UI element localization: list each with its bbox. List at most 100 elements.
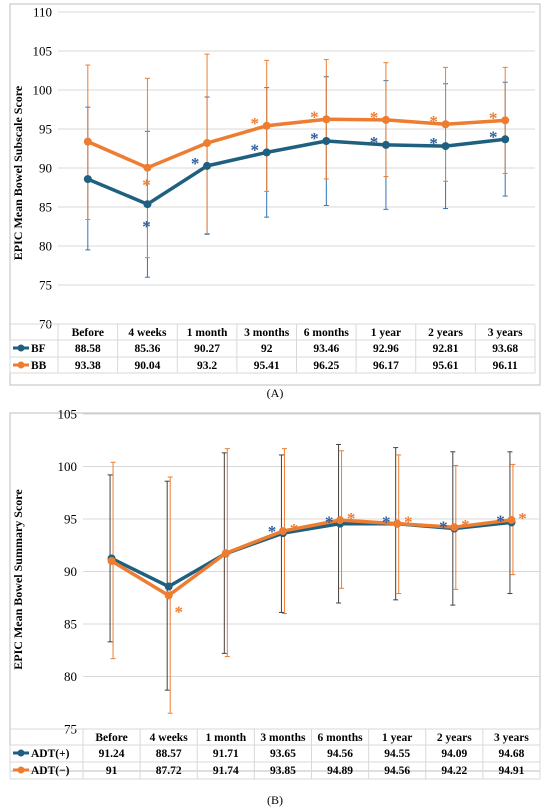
significance-star: *: [382, 513, 391, 532]
legend-swatch-marker: [17, 749, 25, 757]
data-point: [203, 139, 212, 148]
legend-swatch-marker: [17, 344, 25, 352]
significance-star: *: [429, 134, 438, 153]
x-tick-label: 2 years: [428, 327, 463, 339]
table-cell-value: 94.22: [441, 765, 467, 777]
table-cell-value: 91.24: [99, 748, 125, 760]
table-cell-value: 92.81: [433, 343, 459, 355]
significance-star: *: [370, 133, 379, 152]
panel-label: (B): [267, 793, 283, 807]
legend-entry: BB: [31, 360, 47, 372]
y-axis-title: EPIC Mean Bowel Subscale Score: [11, 85, 25, 260]
series-line: [87, 117, 506, 170]
table-cell-value: 87.72: [156, 765, 182, 777]
x-tick-label: 3 months: [260, 732, 306, 744]
significance-star: *: [347, 509, 356, 528]
y-tick-label: 90: [39, 161, 52, 176]
x-tick-label: 1 month: [206, 732, 247, 744]
y-tick-label: 100: [58, 459, 78, 474]
data-point: [381, 140, 390, 149]
data-point: [107, 557, 116, 565]
data-point: [501, 116, 510, 125]
y-tick-label: 85: [64, 617, 77, 632]
significance-star: *: [142, 176, 151, 195]
table-cell-value: 94.56: [327, 748, 353, 760]
data-point: [450, 523, 459, 532]
significance-star: *: [250, 114, 259, 133]
data-point: [507, 515, 516, 524]
table-cell-value: 95.61: [433, 360, 459, 372]
data-point: [336, 516, 345, 525]
x-tick-label: 6 months: [304, 327, 350, 339]
data-point: [278, 527, 287, 536]
significance-star: *: [268, 522, 277, 541]
significance-star: *: [404, 513, 413, 532]
significance-star: *: [429, 112, 438, 131]
table-cell-value: 93.38: [75, 360, 101, 372]
significance-star: *: [142, 217, 151, 236]
table-cell-value: 94.09: [441, 748, 467, 760]
significance-star: *: [461, 516, 470, 535]
significance-star: *: [370, 108, 379, 127]
legend-entry: ADT(−): [31, 765, 70, 777]
data-point: [262, 148, 271, 157]
table-cell-value: 94.56: [384, 765, 410, 777]
legend-entry: ADT(+): [31, 748, 70, 760]
table-cell-value: 88.57: [156, 748, 182, 760]
table-cell-value: 96.11: [493, 360, 518, 372]
x-tick-label: 3 months: [244, 327, 290, 339]
significance-star: *: [518, 509, 527, 528]
data-point: [441, 142, 450, 151]
data-point: [501, 135, 510, 144]
table-cell-value: 94.68: [499, 748, 525, 760]
x-tick-label: 6 months: [318, 732, 364, 744]
table-cell-value: 94.55: [384, 748, 410, 760]
table-cell-value: 93.2: [197, 360, 217, 372]
chart-frame: [9, 412, 541, 772]
data-point: [143, 200, 152, 209]
x-tick-label: Before: [95, 732, 127, 744]
x-tick-label: 3 years: [494, 732, 529, 744]
significance-star: *: [439, 518, 448, 537]
y-tick-label: 95: [64, 512, 77, 527]
table-cell-value: 93.65: [270, 748, 296, 760]
table-cell-value: 96.17: [373, 360, 399, 372]
data-point: [322, 115, 331, 124]
series-line: [110, 518, 512, 598]
chart-frame: [9, 3, 541, 386]
significance-star: *: [174, 602, 183, 621]
y-tick-label: 80: [39, 239, 52, 254]
y-tick-label: 95: [39, 122, 52, 137]
table-cell-value: 96.25: [313, 360, 339, 372]
table-cell-value: 93.46: [313, 343, 339, 355]
table-cell-value: 88.58: [75, 343, 101, 355]
significance-star: *: [496, 511, 505, 530]
series-line: [110, 520, 512, 589]
panel-label: (A): [267, 386, 284, 400]
data-point: [221, 549, 230, 558]
table-cell-value: 90.27: [194, 343, 220, 355]
table-cell-value: 94.91: [499, 765, 525, 777]
data-point: [381, 115, 390, 124]
table-cell-value: 91: [106, 765, 118, 777]
legend-swatch-marker: [17, 361, 25, 369]
data-point: [441, 120, 450, 129]
x-tick-label: 4 weeks: [128, 327, 167, 339]
significance-star: *: [191, 154, 200, 173]
legend-entry: BF: [31, 343, 46, 355]
y-tick-label: 80: [64, 669, 77, 684]
table-cell-value: 94.89: [327, 765, 353, 777]
significance-star: *: [310, 107, 319, 126]
table-cell-value: 92.96: [373, 343, 399, 355]
data-point: [262, 121, 271, 130]
series-line: [87, 137, 506, 206]
y-axis-title: EPIC Mean Bowel Summary Score: [11, 489, 25, 670]
x-tick-label: 1 year: [371, 327, 401, 339]
significance-star: *: [489, 127, 498, 146]
data-point: [83, 175, 92, 184]
significance-star: *: [310, 129, 319, 148]
y-tick-label: 100: [33, 83, 53, 98]
